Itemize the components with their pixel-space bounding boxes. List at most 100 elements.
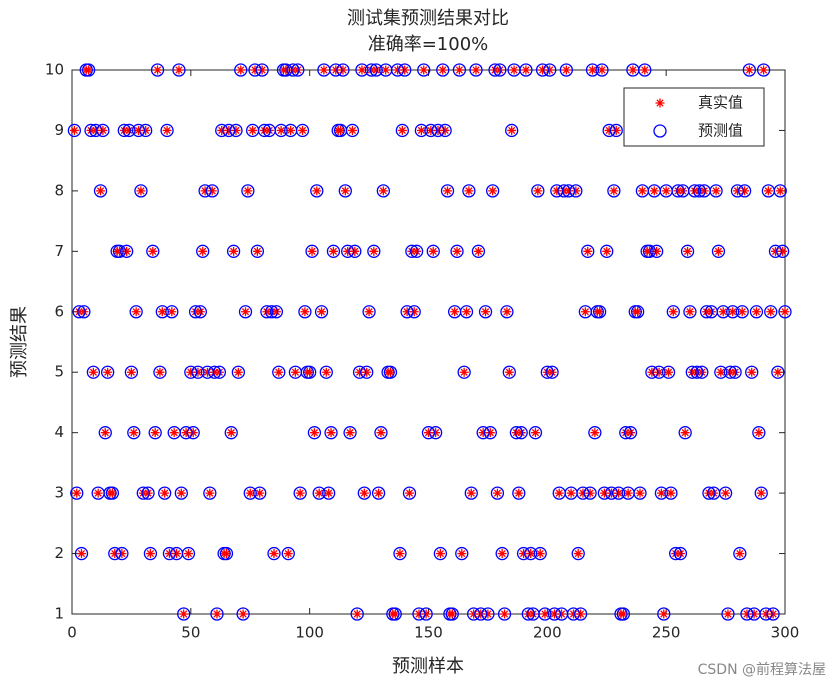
asterisk-marker xyxy=(100,428,110,438)
asterisk-marker xyxy=(744,65,754,75)
circle-marker xyxy=(474,607,488,621)
circle-marker xyxy=(148,426,162,440)
asterisk-marker xyxy=(328,246,338,256)
circle-marker xyxy=(623,426,638,440)
y-tick-label: 4 xyxy=(54,423,64,441)
circle-marker xyxy=(158,486,172,500)
asterisk-marker xyxy=(274,367,284,377)
circle-marker xyxy=(260,305,274,319)
asterisk-marker xyxy=(412,246,422,256)
circle-marker xyxy=(519,63,533,77)
circle-marker xyxy=(464,486,478,500)
circle-marker xyxy=(357,486,371,500)
asterisk-marker xyxy=(770,246,780,256)
asterisk-marker xyxy=(267,307,277,317)
asterisk-marker xyxy=(618,609,628,619)
asterisk-marker xyxy=(775,186,785,196)
asterisk-marker xyxy=(245,488,255,498)
circle-marker xyxy=(374,426,388,440)
circle-marker xyxy=(231,365,246,379)
circle-marker xyxy=(419,607,433,621)
asterisk-marker xyxy=(652,246,662,256)
circle-marker xyxy=(497,607,512,621)
circle-marker xyxy=(395,123,410,138)
asterisk-marker xyxy=(466,488,476,498)
asterisk-marker xyxy=(440,125,450,135)
circle-marker xyxy=(146,244,160,258)
asterisk-marker xyxy=(495,65,505,75)
circle-marker xyxy=(405,244,419,258)
circle-marker xyxy=(257,123,272,138)
circle-marker xyxy=(490,486,505,500)
asterisk-marker xyxy=(428,246,438,256)
circle-marker xyxy=(764,305,778,319)
circle-marker xyxy=(298,305,312,319)
asterisk-marker xyxy=(331,65,341,75)
circle-marker xyxy=(486,184,500,198)
asterisk-marker xyxy=(141,125,151,135)
asterisk-marker xyxy=(635,488,645,498)
asterisk-marker xyxy=(723,609,733,619)
circle-marker xyxy=(269,305,284,319)
asterisk-marker xyxy=(110,549,120,559)
circle-marker xyxy=(127,426,141,440)
asterisk-marker xyxy=(443,186,453,196)
circle-marker xyxy=(407,305,421,319)
asterisk-marker xyxy=(191,307,201,317)
circle-marker xyxy=(272,365,286,379)
circle-marker xyxy=(307,426,322,440)
asterisk-marker xyxy=(145,549,155,559)
asterisk-marker xyxy=(88,367,98,377)
asterisk-marker xyxy=(115,246,125,256)
circle-marker xyxy=(445,607,459,621)
circle-marker xyxy=(735,305,749,319)
asterisk-marker xyxy=(193,367,203,377)
asterisk-marker xyxy=(366,65,376,75)
asterisk-marker xyxy=(91,125,101,135)
asterisk-marker xyxy=(355,367,365,377)
asterisk-marker xyxy=(117,549,127,559)
circle-marker xyxy=(669,546,683,561)
asterisk-marker xyxy=(431,428,441,438)
asterisk-marker xyxy=(528,609,538,619)
circle-marker xyxy=(493,63,507,77)
asterisk-marker xyxy=(438,65,448,75)
asterisk-marker xyxy=(214,367,224,377)
asterisk-marker xyxy=(447,609,457,619)
asterisk-marker xyxy=(307,246,317,256)
asterisk-marker xyxy=(728,307,738,317)
x-tick-label: 50 xyxy=(181,624,200,642)
asterisk-marker xyxy=(240,307,250,317)
asterisk-marker xyxy=(262,307,272,317)
asterisk-marker xyxy=(568,609,578,619)
circle-marker xyxy=(181,546,196,561)
asterisk-marker xyxy=(148,246,158,256)
circle-marker xyxy=(345,123,360,138)
legend-label: 预测值 xyxy=(698,122,743,140)
asterisk-marker xyxy=(283,549,293,559)
asterisk-marker xyxy=(281,65,291,75)
circle-marker xyxy=(737,184,752,198)
asterisk-marker xyxy=(224,125,234,135)
asterisk-marker xyxy=(416,125,426,135)
asterisk-marker xyxy=(716,367,726,377)
asterisk-marker xyxy=(457,549,467,559)
circle-marker xyxy=(108,546,122,561)
circle-marker xyxy=(165,305,179,319)
asterisk-marker xyxy=(766,307,776,317)
asterisk-marker xyxy=(260,125,270,135)
x-tick-label: 300 xyxy=(771,624,800,642)
asterisk-marker xyxy=(226,428,236,438)
asterisk-marker xyxy=(153,65,163,75)
asterisk-marker xyxy=(654,367,664,377)
asterisk-marker xyxy=(210,367,220,377)
asterisk-marker xyxy=(725,367,735,377)
circle-marker xyxy=(224,426,238,440)
asterisk-marker xyxy=(735,549,745,559)
circle-marker xyxy=(198,184,212,198)
asterisk-marker xyxy=(198,246,208,256)
asterisk-marker xyxy=(706,307,716,317)
circle-marker xyxy=(573,607,588,621)
asterisk-marker xyxy=(462,307,472,317)
circle-marker xyxy=(322,486,336,500)
